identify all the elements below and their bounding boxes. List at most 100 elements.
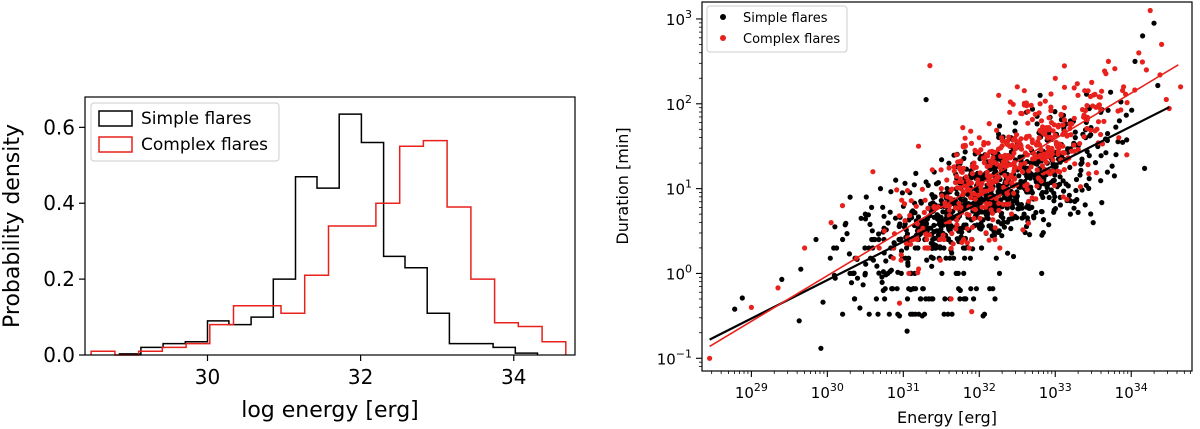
scatter-point-simple [980,313,986,319]
scatter-point-complex [1008,211,1015,217]
scatter-point-complex [949,230,955,237]
scatter-point-complex [956,200,962,206]
scatter-point-complex [929,167,935,173]
scatter-point-complex [1089,79,1095,85]
scatter-point-complex [1002,172,1008,178]
scatter-point-complex [994,161,1000,167]
scatter-point-simple [880,204,886,210]
scatter-point-complex [920,225,926,231]
scatter-point-complex [981,139,987,146]
scatter-point-simple [896,313,903,319]
scatter-point-simple [863,261,869,267]
scatter-point-complex [1061,167,1067,173]
scatter-point-simple [919,313,925,319]
scatter-point-simple [1077,172,1083,178]
scatter-point-simple [1073,187,1079,194]
scatter-legend-label-simple: Simple flares [743,11,828,26]
scatter-point-complex [1024,186,1030,193]
scatter-point-complex [1014,84,1020,90]
scatter-point-simple [992,296,998,302]
scatter-point-simple [996,123,1003,129]
scatter-point-complex [1060,194,1066,200]
scatter-point-simple [1104,169,1110,175]
scatter-point-simple [930,255,936,261]
scatter-point-complex [998,153,1004,159]
scatter-point-simple [967,255,974,261]
scatter-point-complex [1007,109,1013,115]
scatter-point-complex [1023,135,1029,141]
scatter-point-complex [1014,143,1020,149]
scatter-point-complex [1020,227,1026,233]
scatter-point-simple [840,311,846,317]
scatter-point-complex [981,160,987,166]
scatter-point-simple [888,189,894,195]
histogram-ytick-label: 0.6 [43,115,75,139]
scatter-point-complex [927,63,933,69]
scatter-point-simple [848,280,855,286]
scatter-point-simple [1142,165,1148,171]
scatter-point-complex [993,196,999,202]
scatter-point-complex [948,245,954,251]
scatter-point-complex [1004,141,1010,147]
scatter-point-simple [1066,192,1072,198]
scatter-point-complex [983,188,989,194]
scatter-point-complex [1058,111,1064,117]
scatter-ylabel: Duration [min] [613,127,632,244]
scatter-point-complex [959,239,965,245]
scatter-point-simple [1109,163,1115,169]
scatter-point-complex [972,196,978,202]
scatter-point-simple [992,168,998,174]
scatter-point-complex [899,197,905,203]
histogram-axes-frame [84,96,576,356]
scatter-point-complex [1103,71,1109,77]
scatter-point-simple [939,270,945,276]
scatter-point-complex [944,177,950,183]
scatter-point-complex [775,285,781,291]
scatter-xtick-label: 1033 [1039,381,1072,402]
scatter-point-simple [963,296,969,302]
scatter-point-simple [1072,135,1078,141]
scatter-point-simple [1037,92,1043,98]
scatter-point-complex [1094,126,1100,132]
scatter-point-complex [940,232,946,238]
scatter-point-simple [993,255,999,261]
legend-label-complex: Complex flares [141,135,268,155]
scatter-point-simple [955,270,961,276]
scatter-legend: Simple flares Complex flares [706,5,848,53]
legend-swatch-simple [98,110,133,127]
scatter-point-complex [1050,157,1056,163]
scatter-series-simple [732,20,1161,351]
scatter-point-complex [1093,170,1099,176]
scatter-point-simple [978,226,984,232]
scatter-point-complex [904,188,911,194]
scatter-point-simple [1116,118,1122,124]
scatter-point-complex [1115,108,1121,114]
scatter-point-simple [898,248,905,254]
scatter-point-complex [1006,134,1012,140]
scatter-point-complex [985,140,991,146]
scatter-point-complex [1074,81,1080,87]
scatter-point-simple [1008,225,1014,232]
scatter-point-complex [1018,143,1024,149]
scatter-point-complex [913,203,919,209]
scatter-point-complex [839,203,846,209]
scatter-point-complex [1019,169,1026,175]
scatter-point-complex [975,149,981,155]
scatter-point-complex [958,159,964,165]
scatter-point-complex [1048,91,1054,97]
scatter-point-complex [1047,171,1053,177]
legend-swatch-complex [98,136,133,153]
scatter-point-complex [1112,66,1118,72]
scatter-point-simple [996,228,1002,234]
scatter-point-complex [968,195,974,201]
scatter-point-complex [995,146,1002,152]
scatter-point-simple [904,296,911,302]
scatter-point-simple [1019,215,1025,221]
scatter-point-complex [1077,141,1083,147]
scatter-point-simple [995,219,1001,225]
scatter-point-simple [879,274,885,280]
scatter-point-complex [984,169,990,175]
scatter-point-complex [956,165,963,171]
scatter-point-simple [902,180,908,186]
scatter-point-complex [941,236,947,243]
